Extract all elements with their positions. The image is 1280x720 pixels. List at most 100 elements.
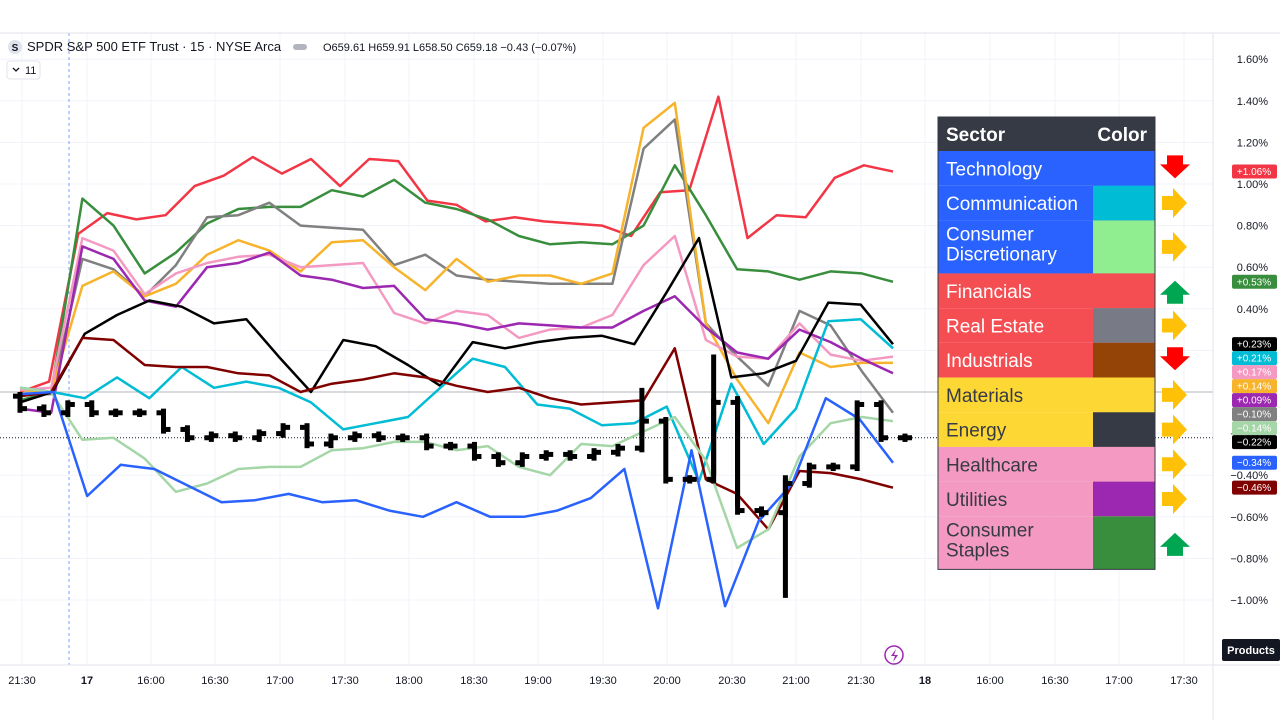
sector-name: Technology: [946, 159, 1043, 180]
sector-color-swatch: [1093, 308, 1155, 343]
sector-name: Financials: [946, 282, 1032, 303]
products-label[interactable]: Products: [1227, 645, 1275, 657]
value-badge-label: −0.14%: [1237, 424, 1271, 435]
symbol-logo-letter: S: [12, 43, 19, 54]
sector-name: Materials: [946, 386, 1023, 407]
symbol-logo: [8, 40, 22, 54]
series-line: [19, 234, 894, 392]
sector-name: Discretionary: [946, 244, 1057, 265]
trend-arrow-right-icon: [1162, 484, 1187, 514]
trend-arrow-right-icon: [1162, 414, 1187, 445]
indicator-toggle-button[interactable]: [6, 60, 41, 80]
sector-name: Utilities: [946, 490, 1007, 511]
trend-arrow-right-icon: [1162, 379, 1187, 410]
value-badge: [1232, 407, 1277, 422]
sector-name: Consumer: [946, 224, 1034, 245]
series-line: [19, 236, 894, 404]
trend-arrow-right-icon: [1162, 310, 1187, 341]
y-tick-label: 0.40%: [1237, 304, 1268, 316]
sector-color-swatch: [1093, 377, 1155, 413]
trend-arrow-up-icon: [1160, 532, 1190, 556]
y-tick-label: 1.60%: [1237, 54, 1268, 66]
trend-arrow-up-icon: [1160, 280, 1190, 304]
market-status-icon[interactable]: [293, 44, 307, 50]
value-badge: [1232, 351, 1277, 366]
trend-arrow-down-icon: [1160, 347, 1190, 371]
spy-bars: [13, 354, 912, 598]
trend-arrow-right-icon: [1162, 188, 1187, 219]
x-tick-label: 19:30: [589, 675, 617, 687]
y-tick-label: 0.80%: [1237, 221, 1268, 233]
sector-name: Industrials: [946, 351, 1033, 372]
chevron-down-icon: [12, 67, 20, 72]
trend-arrow-right-icon: [1162, 449, 1187, 480]
x-tick-label: 17:00: [1105, 675, 1133, 687]
sector-color-swatch: [1093, 412, 1155, 447]
x-tick-label: 19:00: [524, 675, 552, 687]
sector-name: Healthcare: [946, 455, 1038, 476]
x-tick-label: 16:00: [976, 675, 1004, 687]
table-header: [938, 117, 1155, 151]
x-tick-label: 16:00: [137, 675, 165, 687]
series-line: [19, 164, 894, 402]
lightning-icon[interactable]: [884, 645, 904, 665]
value-badge-label: +0.09%: [1237, 396, 1271, 407]
sector-table: Sector Color Technology Communication Consum…: [937, 116, 1190, 570]
sector-name: Staples: [946, 540, 1009, 561]
sector-name: Real Estate: [946, 317, 1044, 338]
x-tick-label: 17:30: [331, 675, 359, 687]
x-tick-label: 21:30: [847, 675, 875, 687]
x-axis: 21:30 17 16:00 16:30 17:00 17:30 18:00 18:30 19:…: [8, 675, 1198, 687]
table-border: [937, 116, 1156, 570]
value-badge-label: +0.53%: [1237, 277, 1271, 288]
value-badge-label: −0.34%: [1237, 458, 1271, 469]
trend-arrow-right-icon: [1162, 231, 1187, 262]
y-tick-label: −1.00%: [1230, 595, 1268, 607]
value-badge-label: +0.14%: [1237, 382, 1271, 393]
value-badge-label: +1.06%: [1237, 167, 1271, 178]
value-badge-label: +0.23%: [1237, 340, 1271, 351]
products-button-bg[interactable]: [1222, 639, 1280, 661]
series-line: [19, 390, 894, 610]
value-badge-label: +0.21%: [1237, 354, 1271, 365]
series-line: [20, 118, 894, 414]
sector-name: Consumer: [946, 520, 1034, 541]
symbol-title[interactable]: SPDR S&P 500 ETF Trust · 15 · NYSE Arca: [27, 39, 282, 54]
sector-color-swatch: [1093, 446, 1155, 482]
y-tick-label: −0.40%: [1230, 470, 1268, 482]
series-line: [19, 317, 894, 483]
sector-color-swatch: [1093, 185, 1155, 221]
sector-color-swatch: [1093, 516, 1155, 570]
value-badge: [1232, 455, 1277, 470]
table-header-color: Color: [1097, 125, 1147, 146]
value-badge-label: −0.22%: [1237, 438, 1271, 449]
value-badge: [1232, 435, 1277, 450]
sector-color-swatch: [1093, 220, 1155, 274]
y-tick-label: 0.60%: [1237, 262, 1268, 274]
series-layer: [19, 95, 894, 610]
value-badge: [1232, 421, 1277, 436]
value-badge-label: −0.10%: [1237, 410, 1271, 421]
value-badge: [1232, 393, 1277, 408]
x-tick-label: 16:30: [1041, 675, 1069, 687]
x-tick-label: 17: [81, 675, 93, 687]
y-tick-label: −0.80%: [1230, 553, 1268, 565]
x-tick-label: 21:00: [782, 675, 810, 687]
x-tick-label: 17:00: [266, 675, 294, 687]
products-button[interactable]: Products: [1222, 639, 1280, 661]
y-tick-label: 1.20%: [1237, 137, 1268, 149]
y-tick-label: 1.00%: [1237, 179, 1268, 191]
x-tick-label: 16:30: [201, 675, 229, 687]
value-badge-label: +0.17%: [1237, 368, 1271, 379]
x-tick-label: 20:00: [653, 675, 681, 687]
y-tick-label: −0.60%: [1230, 512, 1268, 524]
table-header-sector: Sector: [946, 125, 1006, 146]
series-line: [19, 101, 893, 425]
value-badge: [1232, 480, 1277, 495]
value-badges: +1.06% +0.53% +0.23% +0.21% +0.17% +0.14% +0.0…: [1232, 164, 1277, 495]
x-tick-label: 17:30: [1170, 675, 1198, 687]
chart-header: S SPDR S&P 500 ETF Trust · 15 · NYSE Arc…: [6, 39, 576, 80]
x-tick-label: 21:30: [8, 675, 36, 687]
